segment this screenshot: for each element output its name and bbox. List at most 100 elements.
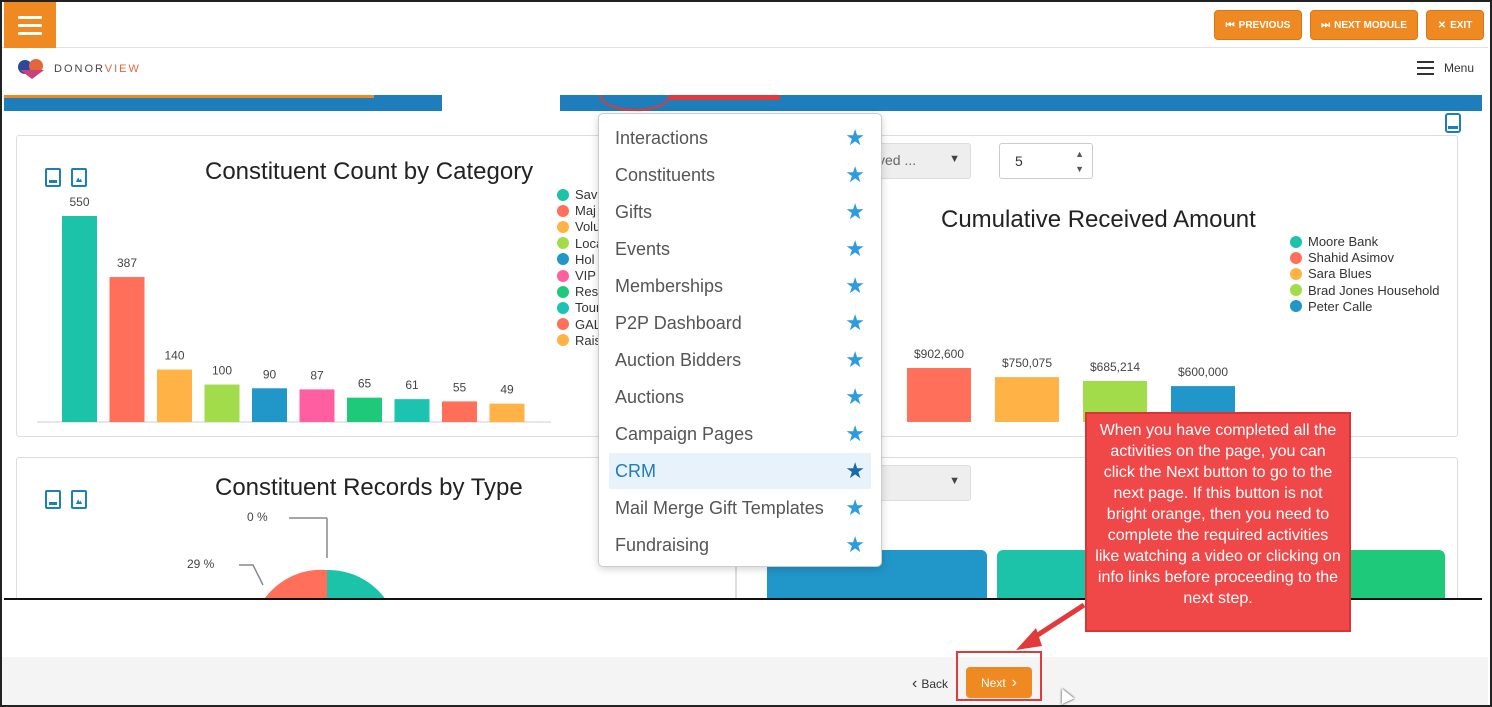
- legend-item[interactable]: Hol: [557, 252, 595, 267]
- legend-dot: [1290, 284, 1302, 297]
- legend-item[interactable]: Loca: [557, 236, 603, 251]
- star-icon[interactable]: ★: [845, 273, 865, 298]
- favorites-item-label: Memberships: [615, 275, 724, 296]
- next-button-highlight: [956, 651, 1042, 701]
- favorites-star-highlight[interactable]: [600, 95, 670, 111]
- legend-item[interactable]: Maj: [557, 203, 596, 218]
- chart-bar[interactable]: [442, 401, 477, 422]
- image-icon[interactable]: [71, 490, 87, 509]
- next-module-button[interactable]: ⏭ NEXT MODULE: [1310, 10, 1418, 40]
- back-button[interactable]: ‹ Back: [912, 675, 948, 693]
- bar-value-label: $685,214: [1090, 360, 1140, 374]
- chart-bar[interactable]: [489, 403, 525, 422]
- legend-item[interactable]: VIP: [557, 268, 596, 283]
- legend-dot: [557, 253, 569, 266]
- star-icon[interactable]: ★: [845, 532, 865, 557]
- pdf-export-icon[interactable]: [1444, 113, 1464, 135]
- pie-slice: [327, 569, 385, 598]
- pdf-icon[interactable]: [45, 168, 61, 187]
- legend-dot: [557, 334, 569, 347]
- pdf-icon[interactable]: [45, 490, 61, 509]
- favorites-item[interactable]: Auctions ★: [609, 379, 871, 415]
- legend-item[interactable]: Peter Calle: [1290, 299, 1372, 314]
- star-icon[interactable]: ★: [845, 495, 865, 520]
- bar-value-label: 550: [69, 195, 89, 209]
- pie-chart-records-by-type: [239, 517, 385, 598]
- favorites-item[interactable]: Interactions ★: [609, 120, 871, 156]
- chart-bar[interactable]: [252, 388, 287, 422]
- favorites-item[interactable]: Events ★: [609, 231, 871, 267]
- legend-label: Peter Calle: [1308, 298, 1373, 314]
- star-icon[interactable]: ★: [845, 125, 865, 150]
- chart-bar[interactable]: [299, 389, 335, 422]
- legend-label: Res: [575, 284, 599, 300]
- legend-label: VIP: [575, 268, 596, 283]
- bar-chart-count-by-category: 550 387 140 100 90 87 65 61 55 49: [37, 195, 551, 423]
- hamburger-menu-button[interactable]: [4, 2, 56, 48]
- chart-bar[interactable]: [204, 384, 240, 422]
- bar-value-label: 61: [405, 378, 419, 392]
- favorites-item[interactable]: Fundraising ★: [609, 527, 871, 563]
- star-icon[interactable]: ★: [845, 421, 865, 446]
- chevron-down-icon: ▼: [949, 475, 960, 487]
- favorites-item[interactable]: Campaign Pages ★: [609, 416, 871, 452]
- filter-select[interactable]: ▼: [867, 465, 971, 501]
- star-icon[interactable]: ★: [845, 199, 865, 224]
- star-icon[interactable]: ★: [845, 310, 865, 335]
- star-icon[interactable]: ★: [845, 347, 865, 372]
- date-range-select[interactable]: ved ... ▼: [867, 143, 971, 179]
- stepper-arrows-icon[interactable]: ▲ ▼: [1075, 149, 1084, 174]
- chart-bar[interactable]: [62, 216, 97, 422]
- close-icon: ✕: [1437, 19, 1447, 31]
- star-icon[interactable]: ★: [845, 162, 865, 187]
- logo-text-view: VIEW: [104, 63, 141, 75]
- chart-bar[interactable]: [347, 397, 382, 422]
- star-icon[interactable]: ★: [845, 384, 865, 409]
- chart-bar[interactable]: [995, 377, 1059, 422]
- next-button[interactable]: Next ›: [966, 667, 1032, 698]
- legend-dot: [557, 301, 569, 314]
- bar-value-label: $750,075: [1002, 356, 1052, 370]
- star-icon[interactable]: ★: [845, 458, 865, 483]
- legend-dot: [1290, 251, 1302, 264]
- legend-item[interactable]: GAL: [557, 317, 601, 332]
- exit-button[interactable]: ✕ EXIT: [1426, 10, 1484, 40]
- previous-button[interactable]: ⏮ PREVIOUS: [1214, 10, 1302, 40]
- favorites-dropdown: Interactions ★ Constituents ★ Gifts ★ Events ★ M…: [598, 113, 882, 567]
- donorview-logo[interactable]: DONORVIEW: [16, 58, 141, 80]
- legend-item[interactable]: Volu: [557, 219, 600, 234]
- menu-label: Menu: [1443, 61, 1474, 75]
- legend-item[interactable]: Tour: [557, 300, 600, 315]
- legend-label: Shahid Asimov: [1308, 250, 1394, 266]
- favorites-item[interactable]: Memberships ★: [609, 268, 871, 304]
- legend-item[interactable]: Shahid Asimov: [1290, 250, 1394, 265]
- chart-bar[interactable]: [109, 277, 145, 422]
- top-n-stepper[interactable]: 5 ▲ ▼: [999, 143, 1093, 179]
- legend-label: Sav: [575, 187, 598, 202]
- crm-tab[interactable]: [442, 95, 560, 111]
- legend-label: Hol: [575, 251, 595, 267]
- legend-item[interactable]: Sara Blues: [1290, 266, 1372, 281]
- menu-toggle[interactable]: Menu: [1416, 61, 1474, 75]
- favorites-item[interactable]: Auction Bidders ★: [609, 342, 871, 378]
- favorites-item[interactable]: P2P Dashboard ★: [609, 305, 871, 341]
- chart-bar[interactable]: [907, 368, 971, 422]
- chart-bar[interactable]: [157, 369, 192, 422]
- favorites-item[interactable]: Constituents ★: [609, 157, 871, 193]
- tutorial-toolbar: ⏮ PREVIOUS ⏭ NEXT MODULE ✕ EXIT: [2, 2, 1488, 48]
- favorites-item[interactable]: Mail Merge Gift Templates ★: [609, 490, 871, 526]
- bar-value-label: 90: [263, 367, 277, 381]
- star-icon[interactable]: ★: [845, 236, 865, 261]
- legend-dot: [1290, 300, 1302, 313]
- image-icon[interactable]: [71, 168, 87, 187]
- legend-item[interactable]: Sav: [557, 187, 597, 202]
- legend-item[interactable]: Res: [557, 284, 598, 299]
- chart-bar[interactable]: [394, 399, 430, 422]
- exit-button-label: EXIT: [1450, 19, 1473, 31]
- legend-item[interactable]: Rais: [557, 333, 601, 348]
- favorites-item[interactable]: Gifts ★: [609, 194, 871, 230]
- favorites-item[interactable]: CRM ★: [609, 453, 871, 489]
- legend-item[interactable]: Moore Bank: [1290, 234, 1378, 249]
- legend-item[interactable]: Brad Jones Household: [1290, 283, 1440, 298]
- chevron-right-icon: ›: [1011, 673, 1017, 691]
